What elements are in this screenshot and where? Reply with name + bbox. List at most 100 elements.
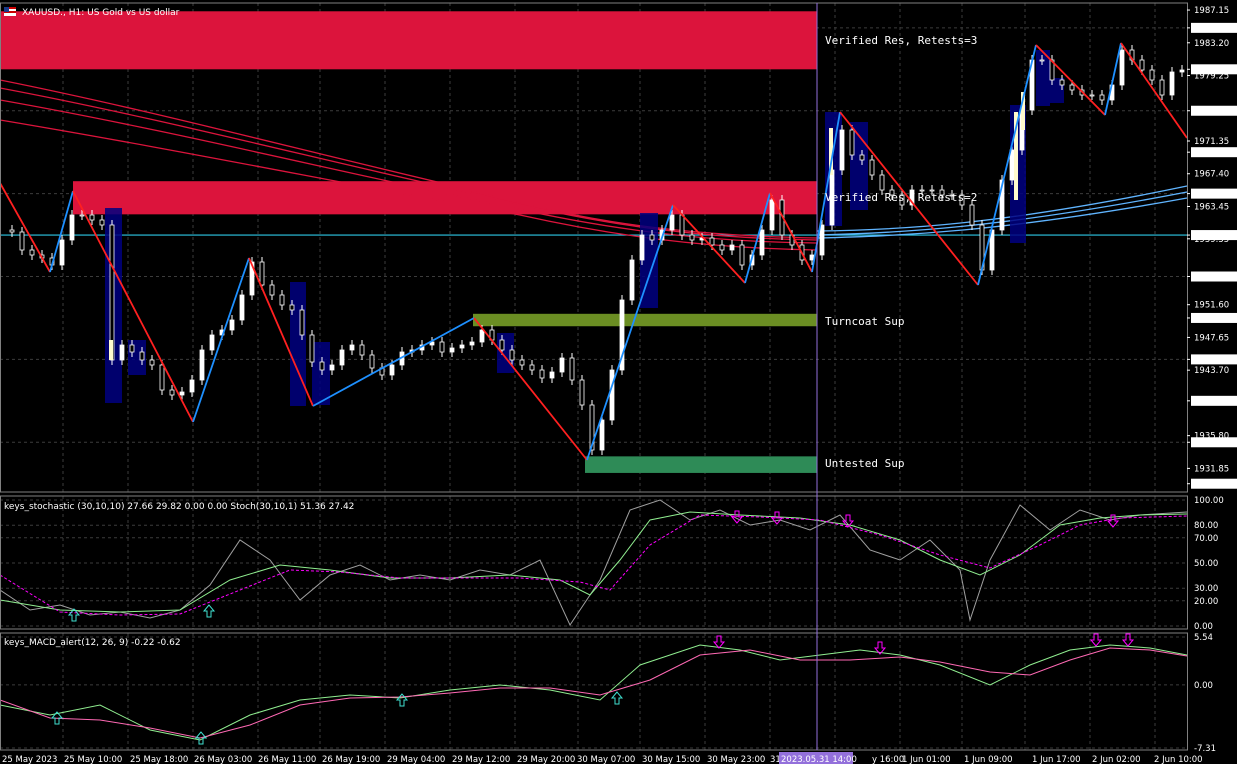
candle-body (559, 357, 565, 373)
zigzag-down-line (72, 190, 194, 423)
time-label: 25 May 18:00 (130, 755, 188, 764)
stoch-pane-border (0, 495, 1188, 630)
highlight-box (1036, 50, 1050, 106)
sell-arrow-icon (873, 641, 887, 655)
candle-body (999, 179, 1005, 231)
sell-arrow-icon (730, 510, 744, 524)
stochastic-pane: 100.00 80.00 70.00 50.00 30.00 20.00 0.00 (0, 496, 1224, 632)
zigzag-lines (0, 42, 1188, 461)
candle-body (549, 371, 555, 379)
ma-red-line (0, 87, 818, 241)
candle-body (569, 357, 575, 381)
buy-arrow-icon (610, 691, 624, 705)
zigzag-down-line (0, 182, 51, 273)
time-label: 2 Jun 02:00 (1092, 755, 1141, 764)
time-label: 1 Jun 17:00 (1032, 755, 1081, 764)
price-label: 1980.00 (1194, 65, 1229, 75)
candle-body (69, 214, 75, 241)
candle-body (139, 351, 145, 361)
time-label: 29 May 12:00 (452, 755, 510, 764)
time-label: 1 Jun 09:00 (964, 755, 1013, 764)
candle-body (1159, 79, 1165, 96)
candle-body (109, 224, 115, 361)
stoch-dashed-line (0, 514, 1188, 616)
price-label-box (1191, 64, 1237, 75)
price-label: 1983.20 (1194, 39, 1229, 49)
zone-turncoat (473, 313, 817, 327)
candle-body (769, 199, 775, 231)
candle-body (969, 204, 975, 226)
ma-red-line (0, 119, 818, 251)
price-label-box (1191, 312, 1237, 323)
macd-signal-line (0, 647, 1188, 739)
time-label: 29 May 04:00 (387, 755, 445, 764)
price-label-box (1191, 230, 1237, 241)
candle-body (19, 231, 25, 251)
candle-body (869, 159, 875, 176)
price-label: 1940.00 (1194, 397, 1229, 407)
buy-arrow-icon (202, 604, 216, 618)
candle-body (959, 194, 965, 206)
candle-body (619, 299, 625, 371)
stoch-level-label: 30.00 (1194, 584, 1218, 594)
candle-body (589, 404, 595, 451)
highlight-box (850, 122, 868, 210)
candle-body (909, 189, 915, 206)
candle-body (439, 341, 445, 353)
zigzag-down-line (769, 192, 813, 273)
sell-arrow-icon (712, 635, 726, 649)
candle-body (829, 128, 833, 175)
price-label-box (1191, 354, 1237, 365)
candle-body (149, 359, 155, 366)
time-label: 2 Jun 10:00 (1154, 755, 1203, 764)
candle-body (299, 309, 305, 336)
candle-body (169, 389, 175, 396)
candle-body (309, 334, 315, 363)
zigzag-up-line (977, 44, 1037, 286)
zone-labels: Verified Res, Retests=3 Verified Res, Ret… (825, 34, 977, 470)
price-label: 1975.00 (1194, 107, 1229, 117)
buy-arrow-icon (395, 693, 409, 707)
candle-body (529, 364, 535, 371)
candle-body (609, 369, 615, 421)
price-label-box (1191, 437, 1237, 448)
candle-body (859, 154, 865, 161)
time-label: 29 May 20:00 (517, 755, 575, 764)
price-label: 1960.00 (1194, 231, 1229, 241)
time-label: 25 May 2023 (2, 755, 57, 764)
candle-body (539, 369, 545, 379)
time-cursor-box (779, 752, 853, 764)
candle-body (469, 341, 475, 346)
zigzag-up-line (744, 192, 771, 284)
candle-body (499, 339, 505, 351)
zone-label: Verified Res, Retests=2 (825, 191, 977, 204)
sell-arrow-icon (770, 511, 784, 525)
price-label: 1970.00 (1194, 148, 1229, 158)
zigzag-up-line (49, 190, 74, 273)
candle-body (79, 214, 85, 217)
time-label: 26 May 03:00 (194, 755, 252, 764)
buy-arrow-icon (67, 608, 81, 622)
candle-body (759, 229, 765, 256)
candle-body (519, 359, 525, 366)
candle-body (849, 129, 855, 156)
candle-body (1119, 49, 1125, 86)
candle-body (199, 349, 205, 381)
price-label: 1947.65 (1194, 333, 1229, 343)
price-label: 1930.00 (1194, 480, 1229, 490)
zigzag-down-line (1120, 42, 1188, 139)
candle-body (349, 344, 355, 351)
price-label: 1955.00 (1194, 273, 1229, 283)
zigzag-down-line (473, 317, 588, 461)
macd-level-label: 0.00 (1194, 681, 1213, 691)
price-label: 1979.25 (1194, 72, 1229, 82)
ma-blue-line (816, 185, 1188, 232)
main-pane-border (0, 2, 1188, 493)
candle-body (369, 354, 375, 369)
candle-body (59, 239, 65, 266)
stoch-level-label: 0.00 (1194, 622, 1213, 632)
ma-blue-line (816, 191, 1188, 236)
candle-body (319, 361, 325, 371)
